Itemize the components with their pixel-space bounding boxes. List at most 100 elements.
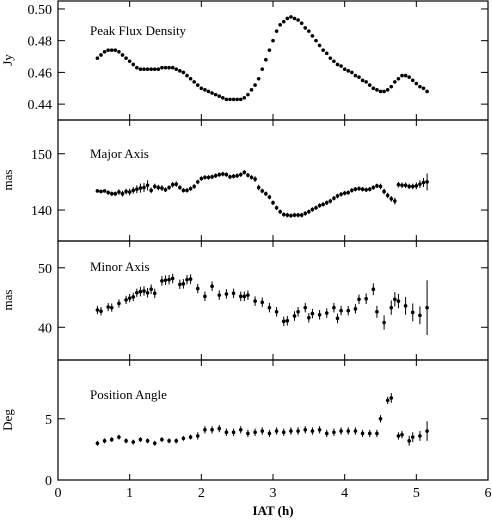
data-point bbox=[124, 439, 128, 443]
data-point bbox=[188, 186, 193, 191]
data-point bbox=[120, 191, 125, 196]
data-point bbox=[407, 184, 411, 189]
data-point bbox=[421, 86, 426, 91]
data-point bbox=[310, 429, 315, 433]
data-point bbox=[324, 200, 329, 205]
data-point bbox=[192, 80, 196, 84]
data-point bbox=[181, 282, 186, 286]
data-point bbox=[249, 175, 254, 180]
data-point bbox=[124, 56, 128, 60]
data-point bbox=[217, 426, 222, 431]
data-point bbox=[292, 16, 297, 21]
data-point bbox=[170, 182, 175, 187]
data-point bbox=[127, 59, 132, 64]
x-tick-label: 0 bbox=[55, 486, 62, 501]
data-point bbox=[360, 431, 365, 436]
data-point bbox=[160, 279, 164, 283]
data-point bbox=[185, 73, 189, 78]
data-point bbox=[188, 76, 193, 81]
data-point bbox=[174, 67, 179, 72]
y-tick-label: 0 bbox=[45, 474, 52, 489]
data-point bbox=[109, 191, 114, 196]
data-point bbox=[296, 310, 300, 314]
data-point bbox=[228, 175, 232, 179]
data-point bbox=[221, 172, 225, 176]
data-point bbox=[203, 175, 207, 180]
data-point bbox=[149, 188, 153, 193]
data-point bbox=[375, 184, 379, 188]
data-point bbox=[210, 284, 214, 289]
data-point bbox=[149, 67, 153, 72]
data-point bbox=[332, 59, 336, 64]
data-point bbox=[170, 65, 175, 70]
data-point bbox=[389, 305, 394, 310]
panel-frame bbox=[57, 359, 489, 481]
data-point bbox=[317, 427, 322, 432]
data-point bbox=[271, 200, 275, 205]
data-point bbox=[131, 440, 136, 444]
panel-major-axis: Major Axis mas 140 150 bbox=[0, 119, 489, 242]
data-point bbox=[296, 429, 300, 433]
data-point bbox=[224, 97, 229, 102]
data-point bbox=[396, 182, 401, 187]
data-point bbox=[299, 21, 304, 26]
data-point bbox=[253, 83, 257, 87]
data-point bbox=[199, 176, 204, 181]
data-point bbox=[135, 290, 139, 295]
data-point bbox=[117, 190, 121, 194]
data-point bbox=[410, 310, 415, 315]
data-point bbox=[256, 76, 261, 81]
panel-title: Major Axis bbox=[90, 146, 149, 161]
data-point bbox=[138, 437, 143, 442]
data-point bbox=[289, 213, 293, 218]
data-point bbox=[393, 80, 397, 84]
data-point bbox=[317, 203, 322, 208]
data-point bbox=[138, 186, 143, 190]
x-tick-label: 2 bbox=[198, 486, 205, 501]
data-point bbox=[425, 305, 429, 310]
data-point bbox=[224, 172, 229, 177]
data-point bbox=[410, 78, 415, 83]
data-point bbox=[367, 431, 372, 436]
data-point bbox=[307, 315, 311, 320]
data-point bbox=[260, 67, 265, 72]
data-point bbox=[109, 437, 114, 442]
data-point bbox=[109, 48, 114, 52]
data-point bbox=[371, 86, 376, 91]
data-point bbox=[145, 290, 150, 295]
data-point bbox=[385, 398, 390, 403]
y-tick-label: 0.50 bbox=[28, 3, 53, 18]
data-point bbox=[142, 289, 146, 293]
data-point bbox=[425, 429, 429, 433]
data-point bbox=[324, 431, 329, 436]
data-point bbox=[210, 91, 214, 95]
data-point bbox=[238, 97, 243, 102]
data-point bbox=[400, 432, 404, 437]
data-point bbox=[353, 429, 358, 433]
data-point bbox=[400, 73, 404, 78]
data-point bbox=[203, 88, 207, 92]
data-point bbox=[246, 173, 250, 177]
data-point bbox=[260, 300, 265, 305]
data-point bbox=[418, 182, 422, 186]
data-point bbox=[249, 88, 254, 92]
data-point bbox=[242, 294, 247, 299]
data-point bbox=[256, 185, 261, 190]
data-point bbox=[421, 180, 426, 185]
data-point bbox=[285, 16, 290, 21]
data-point bbox=[167, 277, 171, 282]
data-point bbox=[393, 297, 397, 302]
data-point bbox=[375, 431, 379, 436]
data-point bbox=[117, 49, 121, 54]
data-point bbox=[389, 84, 394, 89]
data-point bbox=[335, 194, 340, 198]
data-point bbox=[264, 57, 268, 62]
data-point bbox=[124, 189, 128, 194]
data-point bbox=[152, 291, 157, 296]
data-point bbox=[152, 441, 157, 446]
data-point bbox=[382, 89, 386, 94]
panel-title: Minor Axis bbox=[90, 259, 150, 274]
y-tick-label: 5 bbox=[45, 413, 52, 428]
data-point bbox=[206, 175, 211, 180]
